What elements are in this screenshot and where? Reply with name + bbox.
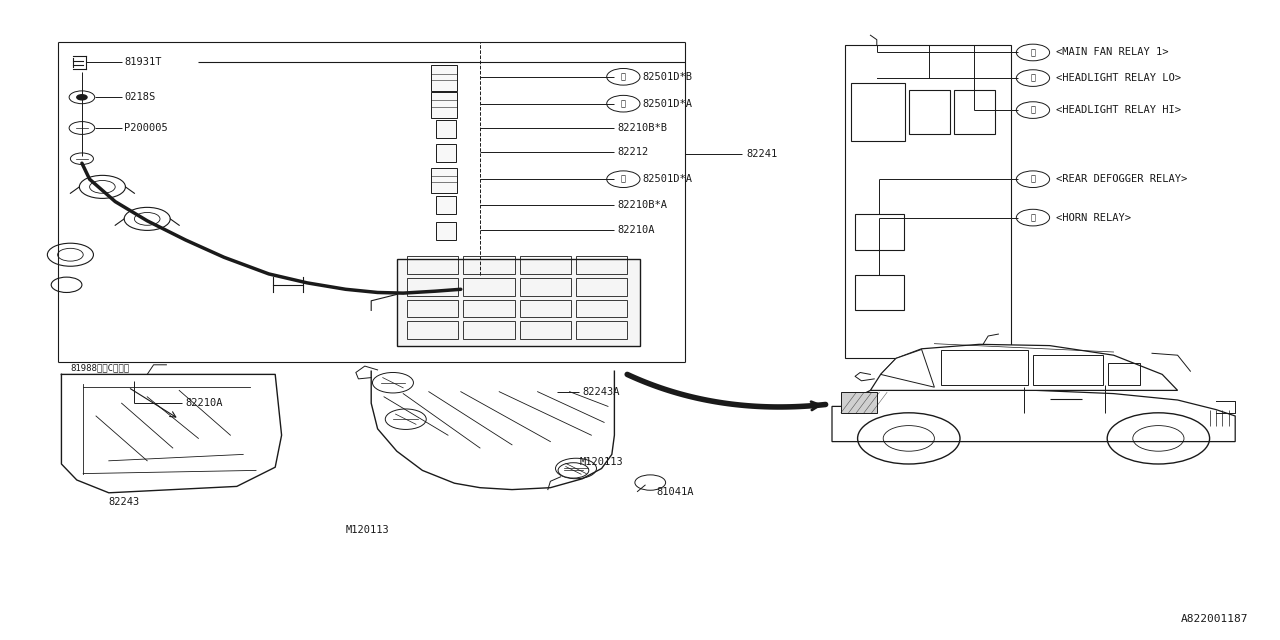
Circle shape bbox=[556, 458, 596, 479]
Circle shape bbox=[372, 372, 413, 393]
Bar bbox=[436, 196, 456, 214]
Text: ①: ① bbox=[1030, 106, 1036, 115]
Polygon shape bbox=[832, 387, 1235, 442]
Text: ①: ① bbox=[621, 99, 626, 108]
Bar bbox=[845, 45, 1011, 358]
Text: ①: ① bbox=[1030, 175, 1036, 184]
Bar bbox=[520, 278, 571, 296]
Polygon shape bbox=[870, 344, 1178, 390]
Bar bbox=[520, 321, 571, 339]
Bar bbox=[407, 300, 458, 317]
Text: ①: ① bbox=[621, 175, 626, 184]
Bar bbox=[407, 321, 458, 339]
Text: M120113: M120113 bbox=[580, 457, 623, 467]
Text: <REAR DEFOGGER RELAY>: <REAR DEFOGGER RELAY> bbox=[1056, 174, 1188, 184]
Bar bbox=[520, 300, 571, 317]
Bar bbox=[407, 278, 458, 296]
Bar bbox=[520, 256, 571, 274]
Text: 81041A: 81041A bbox=[657, 486, 694, 497]
Text: ②: ② bbox=[1030, 48, 1036, 57]
Text: <HEADLIGHT RELAY LO>: <HEADLIGHT RELAY LO> bbox=[1056, 73, 1181, 83]
Text: A822001187: A822001187 bbox=[1180, 614, 1248, 624]
Bar bbox=[436, 144, 456, 162]
Bar bbox=[436, 222, 456, 240]
Bar bbox=[576, 321, 627, 339]
Polygon shape bbox=[881, 349, 934, 387]
Bar bbox=[1108, 363, 1140, 385]
Bar bbox=[576, 300, 627, 317]
Text: ①: ① bbox=[1030, 213, 1036, 222]
Bar bbox=[407, 256, 458, 274]
Text: 82210A: 82210A bbox=[186, 398, 223, 408]
Bar bbox=[431, 168, 457, 193]
Bar bbox=[841, 392, 877, 413]
Bar bbox=[855, 214, 904, 250]
Bar bbox=[463, 300, 515, 317]
Bar bbox=[463, 321, 515, 339]
Text: 82501D*A: 82501D*A bbox=[643, 174, 692, 184]
Bar bbox=[463, 256, 515, 274]
Bar bbox=[954, 90, 995, 134]
Text: 82210B*B: 82210B*B bbox=[617, 123, 667, 133]
Text: <MAIN FAN RELAY 1>: <MAIN FAN RELAY 1> bbox=[1056, 47, 1169, 58]
Bar bbox=[941, 350, 1028, 385]
Bar bbox=[397, 259, 640, 346]
Text: <HORN RELAY>: <HORN RELAY> bbox=[1056, 212, 1132, 223]
Bar bbox=[909, 90, 950, 134]
Text: 81988（－C年改）: 81988（－C年改） bbox=[70, 364, 129, 372]
Bar bbox=[851, 83, 905, 141]
Text: P200005: P200005 bbox=[124, 123, 168, 133]
Circle shape bbox=[385, 409, 426, 429]
Circle shape bbox=[77, 95, 87, 100]
Text: ①: ① bbox=[1030, 74, 1036, 83]
Bar bbox=[576, 256, 627, 274]
Bar bbox=[463, 278, 515, 296]
Text: 81931T: 81931T bbox=[124, 57, 161, 67]
Text: 82210A: 82210A bbox=[617, 225, 654, 236]
Text: 82243: 82243 bbox=[109, 497, 140, 508]
Bar bbox=[1033, 355, 1103, 385]
Bar bbox=[436, 120, 456, 138]
Text: 82501D*B: 82501D*B bbox=[643, 72, 692, 82]
Text: <HEADLIGHT RELAY HI>: <HEADLIGHT RELAY HI> bbox=[1056, 105, 1181, 115]
Text: 82243A: 82243A bbox=[582, 387, 620, 397]
Text: M120113: M120113 bbox=[346, 525, 389, 535]
Text: 82501D*A: 82501D*A bbox=[643, 99, 692, 109]
Bar bbox=[431, 92, 457, 118]
Text: 82210B*A: 82210B*A bbox=[617, 200, 667, 210]
Bar bbox=[576, 278, 627, 296]
Circle shape bbox=[558, 463, 589, 478]
Bar bbox=[431, 65, 457, 91]
Bar bbox=[855, 275, 904, 310]
Text: 82212: 82212 bbox=[617, 147, 648, 157]
Text: ②: ② bbox=[621, 72, 626, 81]
Text: 82241: 82241 bbox=[746, 148, 777, 159]
Text: 0218S: 0218S bbox=[124, 92, 155, 102]
